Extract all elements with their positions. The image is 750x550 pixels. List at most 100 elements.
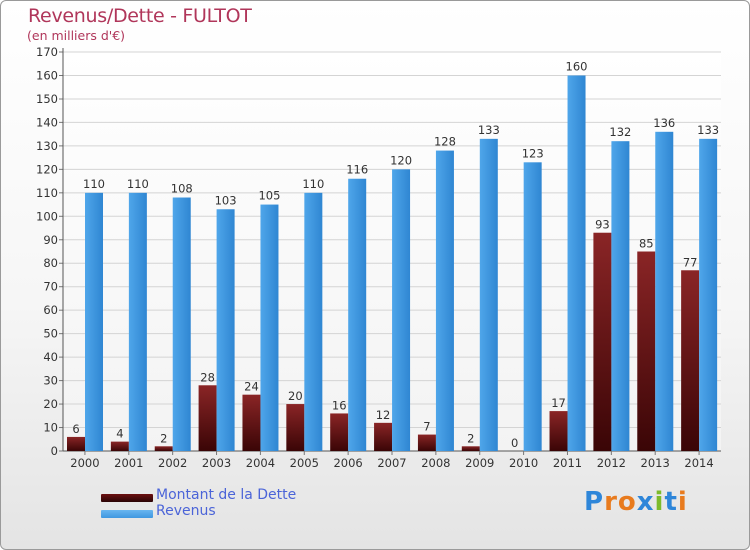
data-label-dette: 85: [639, 237, 654, 251]
bar-dette: [286, 404, 305, 451]
bar-revenus: [260, 204, 279, 451]
data-label-dette: 6: [72, 422, 79, 436]
bar-dette: [549, 411, 568, 451]
proxiti-logo: Proxiti: [584, 487, 688, 517]
bar-dette: [198, 385, 217, 451]
bar-dette: [67, 436, 85, 451]
bar-revenus: [611, 141, 630, 451]
y-tick-label: 170: [36, 45, 58, 59]
bar-revenus: [523, 162, 542, 451]
y-tick-label: 10: [43, 421, 58, 435]
bar-dette: [417, 434, 436, 451]
logo-letter: i: [654, 487, 665, 517]
logo-letter: r: [604, 487, 618, 517]
y-tick-label: 100: [36, 209, 58, 223]
legend-swatch-revenus: [101, 510, 153, 518]
x-tick-label: 2010: [509, 456, 538, 470]
y-tick-label: 70: [43, 280, 58, 294]
bar-revenus: [216, 209, 235, 451]
logo-letter: P: [584, 487, 605, 517]
y-tick-label: 20: [43, 397, 58, 411]
x-tick-label: 2003: [202, 456, 231, 470]
data-label-dette: 24: [244, 380, 259, 394]
x-tick-label: 2012: [597, 456, 626, 470]
x-tick-label: 2002: [158, 456, 187, 470]
data-label-dette: 20: [288, 389, 303, 403]
bar-revenus: [567, 75, 586, 452]
bar-revenus: [128, 192, 147, 451]
data-label-revenus: 133: [697, 123, 719, 137]
y-tick-label: 80: [43, 256, 58, 270]
bar-dette: [110, 441, 129, 451]
data-label-revenus: 116: [346, 163, 368, 177]
x-tick-label: 2005: [290, 456, 319, 470]
y-tick-label: 150: [36, 92, 58, 106]
y-tick-label: 40: [43, 350, 58, 364]
data-label-dette: 17: [551, 396, 566, 410]
bar-revenus: [304, 192, 323, 451]
data-label-revenus: 103: [215, 193, 237, 207]
bar-dette: [154, 446, 173, 451]
data-label-dette: 16: [332, 398, 347, 412]
y-tick-label: 0: [51, 444, 58, 458]
bar-revenus: [435, 150, 454, 451]
y-tick-label: 160: [36, 68, 58, 82]
y-tick-label: 120: [36, 162, 58, 176]
logo-letter: x: [636, 487, 655, 517]
x-tick-label: 2011: [553, 456, 582, 470]
data-label-revenus: 160: [566, 59, 588, 73]
bar-revenus: [172, 197, 191, 451]
bar-revenus: [392, 169, 411, 451]
x-tick-label: 2013: [641, 456, 670, 470]
data-label-dette: 0: [511, 436, 518, 450]
x-tick-label: 2004: [246, 456, 275, 470]
data-label-revenus: 132: [609, 125, 631, 139]
bar-dette: [593, 232, 612, 451]
bar-revenus: [699, 138, 718, 451]
y-tick-label: 60: [43, 303, 58, 317]
data-label-revenus: 105: [258, 189, 280, 203]
bar-revenus: [85, 192, 103, 451]
data-label-dette: 77: [683, 255, 698, 269]
y-tick-label: 110: [36, 186, 58, 200]
bar-dette: [681, 270, 700, 451]
x-tick-label: 2008: [421, 456, 450, 470]
data-label-dette: 12: [376, 408, 391, 422]
x-tick-label: 2000: [70, 456, 99, 470]
chart-title: Revenus/Dette - FULTOT: [28, 5, 252, 27]
data-label-dette: 2: [160, 431, 167, 445]
data-label-revenus: 123: [522, 146, 544, 160]
data-label-revenus: 136: [653, 116, 675, 130]
logo-letter: t: [664, 487, 678, 517]
logo-letter: o: [617, 487, 637, 517]
y-tick-label: 50: [43, 327, 58, 341]
bar-dette: [330, 413, 349, 451]
bar-dette: [374, 422, 393, 451]
data-label-dette: 4: [116, 427, 123, 441]
data-label-revenus: 108: [171, 182, 193, 196]
bar-dette: [461, 446, 480, 451]
bar-revenus: [655, 131, 674, 452]
data-label-revenus: 120: [390, 153, 412, 167]
bar-dette: [637, 251, 656, 451]
y-tick-label: 130: [36, 139, 58, 153]
logo-letter: i: [677, 487, 688, 517]
data-label-revenus: 133: [478, 123, 500, 137]
data-label-dette: 93: [595, 218, 610, 232]
data-label-revenus: 110: [302, 177, 324, 191]
x-tick-label: 2009: [465, 456, 494, 470]
data-label-dette: 28: [200, 370, 215, 384]
y-tick-label: 30: [43, 374, 58, 388]
data-label-revenus: 110: [83, 177, 105, 191]
data-label-revenus: 110: [127, 177, 149, 191]
data-label-dette: 7: [423, 420, 430, 434]
y-tick-label: 140: [36, 115, 58, 129]
chart-subtitle: (en milliers d'€): [27, 28, 126, 43]
x-tick-label: 2014: [684, 456, 713, 470]
x-tick-label: 2007: [377, 456, 406, 470]
bar-revenus: [479, 138, 498, 451]
y-tick-label: 90: [43, 233, 58, 247]
data-label-dette: 2: [467, 431, 474, 445]
data-label-revenus: 128: [434, 135, 456, 149]
